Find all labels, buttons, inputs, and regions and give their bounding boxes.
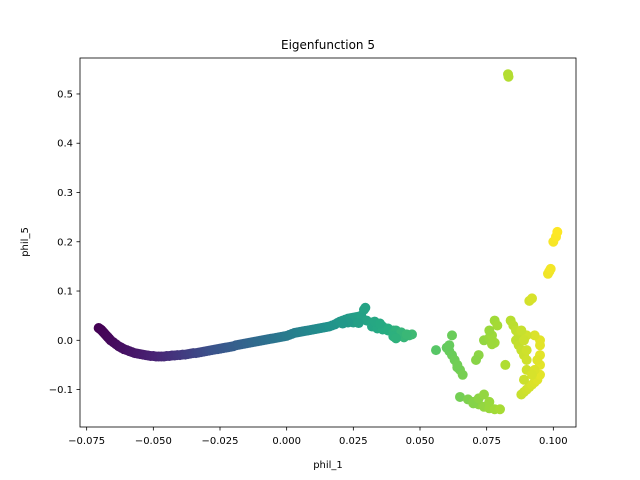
x-tick-label: 0.025 xyxy=(339,436,368,447)
axes-frame xyxy=(79,57,577,428)
data-point xyxy=(457,369,468,380)
y-tick-label: 0.3 xyxy=(57,188,73,199)
data-point xyxy=(552,226,563,237)
data-point xyxy=(484,396,495,407)
data-point xyxy=(479,389,489,400)
data-point xyxy=(391,333,401,344)
y-tick-label: 0.5 xyxy=(57,89,73,100)
y-axis-label: phil_5 xyxy=(20,227,31,257)
data-point xyxy=(444,340,455,351)
x-axis-label: phil_1 xyxy=(313,460,343,471)
data-point xyxy=(516,325,527,336)
data-point xyxy=(353,318,364,329)
data-point xyxy=(471,355,481,365)
data-point xyxy=(360,302,371,313)
x-tick-label: 0.050 xyxy=(406,436,435,447)
data-point xyxy=(521,355,532,365)
data-point xyxy=(527,369,537,380)
data-point xyxy=(455,391,465,402)
x-tick-label: −0.025 xyxy=(201,436,238,447)
x-tick-label: 0.075 xyxy=(472,436,501,447)
data-point xyxy=(521,345,532,356)
data-point xyxy=(431,345,441,356)
data-point xyxy=(495,404,505,415)
data-point xyxy=(447,330,457,341)
y-axis-ticks: −0.1 0.0 0.1 0.2 0.3 0.4 0.5 xyxy=(49,89,80,396)
chart-title: Eigenfunction 5 xyxy=(281,38,375,52)
data-point xyxy=(529,330,540,341)
data-point xyxy=(401,329,412,340)
data-point xyxy=(484,325,495,336)
data-point xyxy=(503,71,514,82)
y-tick-label: 0.0 xyxy=(57,336,73,347)
x-tick-label: 0.100 xyxy=(539,436,568,447)
data-point xyxy=(492,320,503,331)
data-point xyxy=(337,318,348,329)
points-layer xyxy=(93,69,563,415)
data-point xyxy=(527,293,537,304)
y-tick-label: 0.2 xyxy=(57,237,73,248)
x-axis-ticks: −0.075 −0.050 −0.025 0.000 0.025 0.050 0.075 0.… xyxy=(68,427,568,447)
data-point xyxy=(545,263,556,274)
y-tick-label: 0.1 xyxy=(57,287,73,298)
data-point xyxy=(375,318,385,329)
data-point xyxy=(519,374,529,385)
x-tick-label: 0.000 xyxy=(272,436,301,447)
x-tick-label: −0.050 xyxy=(135,436,172,447)
y-tick-label: −0.1 xyxy=(49,385,73,396)
y-tick-label: 0.4 xyxy=(57,139,73,150)
data-point xyxy=(500,359,511,370)
data-point xyxy=(452,362,463,373)
data-point xyxy=(532,355,543,365)
plot-area xyxy=(79,57,577,428)
data-point xyxy=(519,335,529,346)
x-tick-label: −0.075 xyxy=(68,436,105,447)
data-point xyxy=(487,339,497,350)
